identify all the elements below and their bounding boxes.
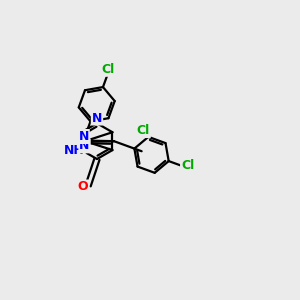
Text: N: N <box>79 139 90 152</box>
Text: Cl: Cl <box>181 159 194 172</box>
Text: N: N <box>79 130 89 143</box>
Text: O: O <box>78 181 88 194</box>
Text: Cl: Cl <box>137 124 150 137</box>
Text: Cl: Cl <box>101 63 114 76</box>
Text: NH: NH <box>64 144 85 157</box>
Text: N: N <box>92 112 102 124</box>
